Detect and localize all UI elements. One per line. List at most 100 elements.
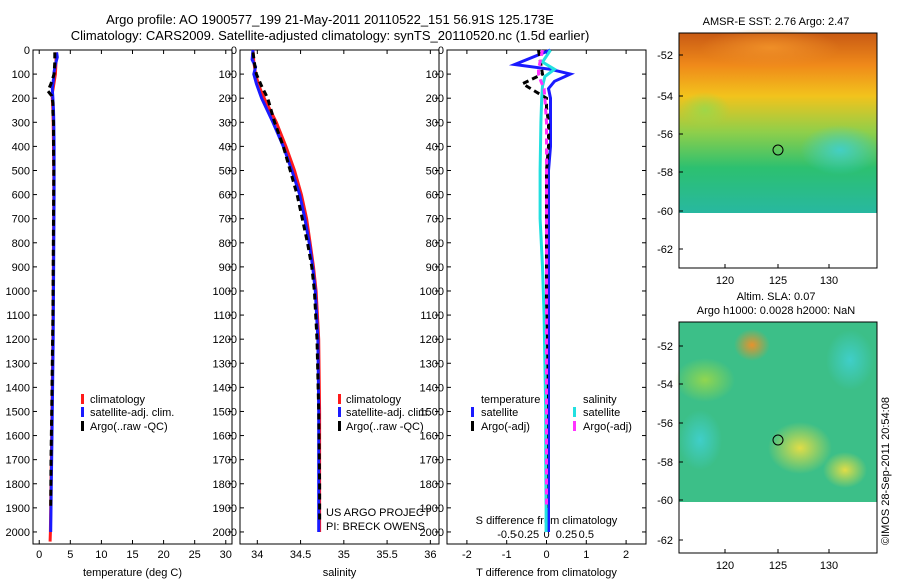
series-line-temperature-satellite <box>508 48 575 532</box>
depth-tick-label: 600 <box>426 190 444 202</box>
depth-tick-label: 100 <box>219 69 237 81</box>
depth-tick-label: 1900 <box>420 503 444 515</box>
temperature-legend: climatology satellite-adj. clim. Argo(..… <box>81 394 174 433</box>
depth-tick-label: 900 <box>219 262 237 274</box>
depth-tick-label: 1500 <box>6 406 30 418</box>
x-tick-label: 20 <box>157 549 169 561</box>
depth-tick-label: 1500 <box>420 406 444 418</box>
lon-tick-label: 120 <box>716 275 734 287</box>
depth-tick-label: 1100 <box>213 310 237 322</box>
depth-tick-label: 1200 <box>213 334 237 346</box>
lon-tick-label: 130 <box>820 275 838 287</box>
lat-tick-label: -60 <box>657 206 673 218</box>
series-line-salinity-satellite <box>538 49 558 532</box>
legend-swatch-argo <box>81 421 84 431</box>
depth-tick-label: 500 <box>219 165 237 177</box>
sla-low-patch <box>678 410 722 470</box>
depth-tick-label: 2000 <box>6 527 30 539</box>
depth-tick-label: 2000 <box>420 527 444 539</box>
argo-position-marker-bottom <box>772 434 784 446</box>
sla-map-title-line1: Altim. SLA: 0.07 <box>737 291 816 303</box>
depth-tick-label: 1800 <box>213 479 237 491</box>
depth-tick-label: 800 <box>12 238 30 250</box>
legend-label-t-argo: Argo(-adj) <box>481 421 530 433</box>
lat-tick-label: -56 <box>657 129 673 141</box>
salinity-panel-frame <box>239 49 440 545</box>
depth-tick-label: 1800 <box>420 479 444 491</box>
depth-tick-label: 1700 <box>213 455 237 467</box>
x-tick-label: 0 <box>36 549 42 561</box>
depth-tick-label: 1300 <box>420 358 444 370</box>
depth-tick-label: 300 <box>12 117 30 129</box>
legend-swatch-climatology <box>338 394 341 404</box>
depth-tick-label: 400 <box>12 141 30 153</box>
depth-tick-label: 1400 <box>420 382 444 394</box>
depth-tick-label: 1000 <box>213 286 237 298</box>
sst-map-nodata <box>679 213 877 268</box>
s-tick-label: -0.5 <box>497 529 516 541</box>
depth-tick-label: 100 <box>12 69 30 81</box>
x-tick-label: 15 <box>126 549 138 561</box>
legend-swatch-argo <box>338 421 341 431</box>
x-tick-label: -1 <box>502 549 512 561</box>
legend-label-argo: Argo(..raw -QC) <box>346 421 424 433</box>
salinity-legend: climatology satellite-adj. clim. Argo(..… <box>326 394 431 533</box>
x-tick-label: 1 <box>583 549 589 561</box>
project-note-line2: PI: BRECK OWENS <box>326 521 425 533</box>
legend-swatch-t-satellite <box>471 407 474 417</box>
series-line-climatology <box>251 49 322 532</box>
x-tick-label: 5 <box>67 549 73 561</box>
sst-map: AMSR-E SST: 2.76 Argo: 2.47 -52 -54 -56 -58… <box>657 16 880 287</box>
depth-tick-label: 1500 <box>213 406 237 418</box>
x-tick-label: 2 <box>623 549 629 561</box>
depth-tick-label: 1700 <box>420 455 444 467</box>
sst-cool-patch <box>680 92 730 128</box>
depth-tick-label: 1200 <box>6 334 30 346</box>
depth-tick-label: 900 <box>426 262 444 274</box>
depth-tick-label: 1300 <box>213 358 237 370</box>
legend-label-satellite: satellite-adj. clim. <box>90 407 174 419</box>
depth-tick-label: 500 <box>12 165 30 177</box>
depth-tick-label: 400 <box>426 141 444 153</box>
depth-tick-label: 100 <box>426 69 444 81</box>
legend-swatch-satellite <box>338 407 341 417</box>
legend-swatch-satellite <box>81 407 84 417</box>
x-tick-label: 34 <box>251 549 263 561</box>
sst-map-title: AMSR-E SST: 2.76 Argo: 2.47 <box>703 16 850 28</box>
legend-swatch-s-satellite <box>573 407 576 417</box>
argo-position-marker-top <box>772 144 784 156</box>
temperature-panel-frame <box>32 49 233 545</box>
depth-tick-label: 800 <box>426 238 444 250</box>
lat-tick-label: -58 <box>657 457 673 469</box>
x-axis-label: T difference from climatology <box>476 567 617 579</box>
legend-label-t-satellite: satellite <box>481 407 518 419</box>
s-tick-label: 0 <box>543 529 549 541</box>
x-tick-label: 35 <box>338 549 350 561</box>
depth-tick-label: 1400 <box>6 382 30 394</box>
depth-tick-label: 0 <box>231 45 237 57</box>
x-tick-label: -2 <box>462 549 472 561</box>
s-tick-label: 0.5 <box>579 529 594 541</box>
lon-tick-label: 125 <box>769 275 787 287</box>
x-tick-label: 34.5 <box>290 549 311 561</box>
sst-warm-patch <box>700 28 840 68</box>
legend-label-climatology: climatology <box>90 394 146 406</box>
depth-tick-label: 1900 <box>6 503 30 515</box>
lat-tick-label: -60 <box>657 495 673 507</box>
depth-tick-label: 200 <box>12 93 30 105</box>
lat-tick-label: -52 <box>657 50 673 62</box>
depth-tick-label: 1000 <box>6 286 30 298</box>
x-axis-label: temperature (deg C) <box>83 567 182 579</box>
depth-tick-label: 1600 <box>213 431 237 443</box>
x-tick-label: 35.5 <box>376 549 397 561</box>
s-tick-label: -0.25 <box>514 529 539 541</box>
depth-tick-label: 1000 <box>420 286 444 298</box>
series-line-satellite-adj-clim <box>250 49 321 532</box>
project-note-line1: US ARGO PROJECT <box>326 507 431 519</box>
series-line-argo-raw-qc <box>251 52 322 520</box>
x-axis-label: salinity <box>323 567 357 579</box>
depth-tick-label: 1100 <box>420 310 444 322</box>
sla-high-patch-3 <box>675 358 735 402</box>
legend-label-s-argo: Argo(-adj) <box>583 421 632 433</box>
depth-tick-label: 900 <box>12 262 30 274</box>
